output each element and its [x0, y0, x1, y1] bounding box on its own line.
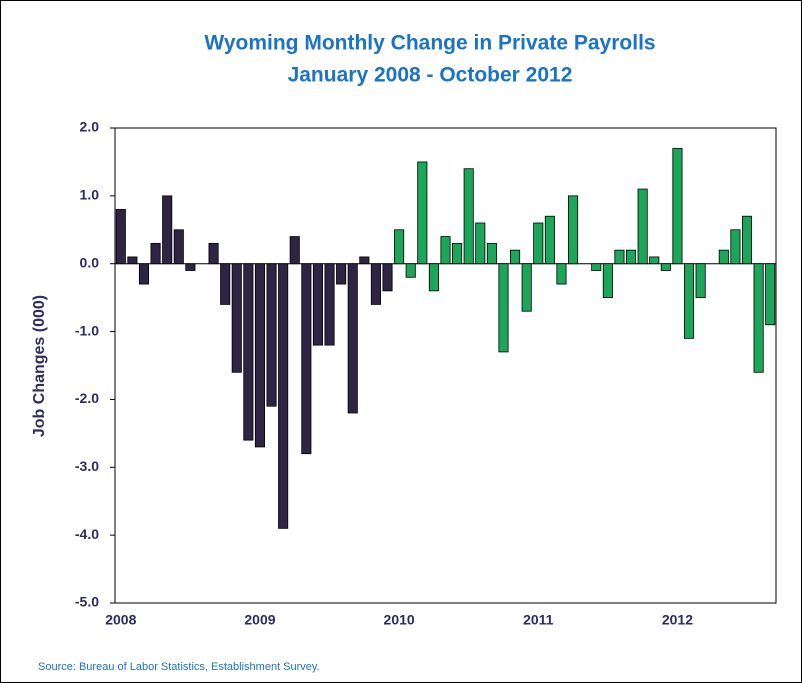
x-tick-label: 2010 — [384, 612, 415, 628]
bar — [162, 195, 173, 265]
chart-title: Wyoming Monthly Change in Private Payrol… — [204, 32, 655, 55]
bar — [614, 249, 625, 265]
bar — [533, 222, 544, 265]
bar — [347, 263, 358, 414]
source: Source: Bureau of Labor Statistics, Esta… — [38, 661, 320, 673]
bar — [498, 263, 509, 353]
bar — [324, 263, 335, 346]
y-axis-title: Job Changes (000) — [31, 295, 48, 437]
bar — [660, 263, 671, 271]
bar — [417, 161, 428, 265]
bar — [730, 229, 741, 265]
y-tick-label: 0.0 — [80, 254, 100, 270]
bar — [336, 263, 347, 285]
bar — [591, 263, 602, 271]
bar — [463, 168, 474, 265]
bar — [521, 263, 532, 312]
bar — [173, 229, 184, 265]
bar — [765, 263, 776, 326]
x-tick-label: 2012 — [662, 612, 693, 628]
bar — [637, 188, 648, 265]
x-tick-label: 2009 — [244, 612, 275, 628]
bar — [452, 242, 463, 265]
bar — [208, 242, 219, 265]
bar — [243, 263, 254, 441]
y-tick-label: -1.0 — [75, 322, 99, 338]
bar — [568, 195, 579, 265]
bar — [301, 263, 312, 455]
bar — [440, 236, 451, 265]
bar — [278, 263, 289, 529]
y-tick-label: -3.0 — [75, 458, 99, 474]
bar — [741, 215, 753, 265]
bar — [695, 263, 706, 299]
y-tick-label: -5.0 — [75, 594, 99, 610]
plot-area — [114, 127, 777, 604]
bar — [510, 249, 521, 265]
bar — [475, 222, 486, 265]
bar — [185, 263, 196, 271]
bar — [556, 263, 567, 285]
bar — [359, 256, 370, 265]
bar — [289, 236, 300, 265]
bar — [370, 263, 381, 305]
y-tick-label: -4.0 — [75, 526, 99, 542]
bar — [626, 249, 637, 265]
bar — [138, 263, 150, 285]
bar — [428, 263, 439, 292]
bar — [220, 263, 231, 305]
bar — [602, 263, 613, 299]
bar — [672, 147, 683, 265]
bar — [127, 256, 138, 265]
bar — [544, 215, 555, 265]
chart-subtitle: January 2008 - October 2012 — [288, 64, 573, 87]
bar — [486, 242, 497, 265]
bar — [649, 256, 660, 265]
bar — [231, 263, 242, 373]
bar — [753, 263, 764, 373]
bar — [382, 263, 393, 292]
bar — [394, 229, 405, 265]
bar — [683, 263, 695, 339]
bar — [405, 263, 416, 278]
y-tick-label: -2.0 — [75, 390, 99, 406]
y-tick-label: 2.0 — [80, 119, 100, 135]
x-tick-label: 2008 — [105, 612, 136, 628]
bar — [718, 249, 729, 265]
bar — [115, 209, 126, 265]
bar — [254, 263, 265, 448]
y-tick-label: 1.0 — [80, 187, 100, 203]
bar — [150, 242, 161, 265]
bar — [266, 263, 277, 407]
bar — [312, 263, 323, 346]
x-tick-label: 2011 — [523, 612, 554, 628]
